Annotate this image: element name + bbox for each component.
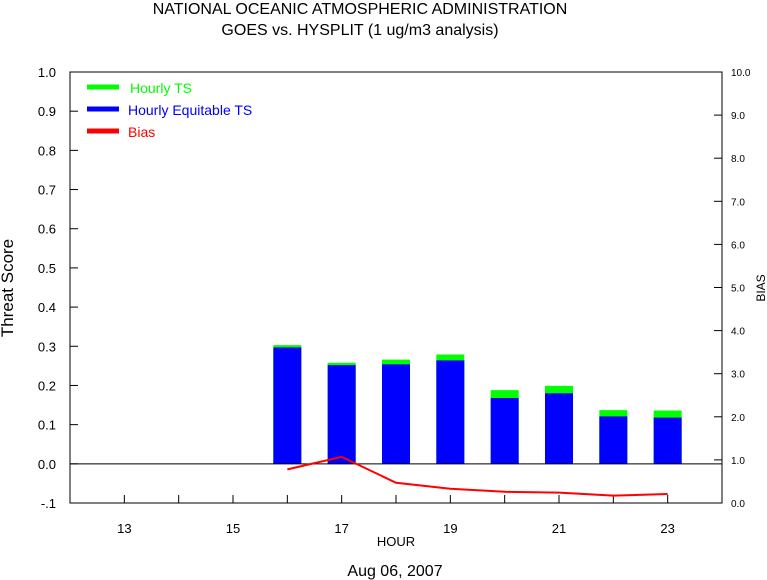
hourly-equitable-ts-bar	[436, 360, 465, 464]
x-axis-label: HOUR	[377, 534, 415, 549]
y-axis-label: Threat Score	[0, 239, 17, 337]
right-axis-ticks: 10.0 9.0 8.0 7.0 6.0 5.0 4.0 3.0 2.0 1.0 0.0	[714, 68, 751, 510]
y-tick-label: 0.7	[38, 183, 56, 198]
y-tick-label: 0.6	[38, 222, 56, 237]
y2-tick-label: 10.0	[731, 68, 751, 79]
hourly-equitable-ts-bar	[490, 397, 519, 464]
chart-subtitle: GOES vs. HYSPLIT (1 ug/m3 analysis)	[221, 22, 498, 39]
y2-tick-label: 5.0	[731, 284, 745, 295]
y2-tick-label: 6.0	[731, 240, 745, 251]
bias-line	[287, 455, 668, 497]
y-tick-label: 0.5	[38, 261, 56, 276]
y2-tick-label: 4.0	[731, 327, 745, 338]
y-tick-label: 0.9	[38, 104, 56, 119]
hourly-equitable-ts-bar	[273, 347, 302, 464]
hourly-equitable-ts-bar	[327, 365, 356, 464]
y2-axis-label: BIAS	[754, 274, 767, 301]
y-tick-label: 1.0	[38, 65, 56, 80]
y-tick-label: 0.0	[38, 457, 56, 472]
x-tick-label: 21	[552, 521, 566, 536]
chart-title: NATIONAL OCEANIC ATMOSPHERIC ADMINISTRAT…	[153, 1, 568, 18]
y-tick-label: 0.4	[38, 300, 56, 315]
y-tick-label: 0.8	[38, 143, 56, 158]
legend-label: Hourly TS	[130, 80, 192, 96]
legend: Hourly TS Hourly Equitable TS Bias	[87, 80, 252, 140]
y2-tick-label: 9.0	[731, 111, 745, 122]
y-tick-label: 0.1	[38, 418, 56, 433]
y2-tick-label: 1.0	[731, 456, 745, 467]
y-tick-label: 0.2	[38, 378, 56, 393]
x-tick-label: 17	[334, 521, 348, 536]
y2-tick-label: 7.0	[731, 197, 745, 208]
bar-group	[70, 345, 722, 465]
y-tick-label: -.1	[41, 496, 56, 511]
x-tick-label: 19	[443, 521, 457, 536]
hourly-equitable-ts-bar	[653, 417, 682, 464]
hourly-equitable-ts-bar	[599, 416, 628, 464]
y2-tick-label: 2.0	[731, 413, 745, 424]
legend-label: Hourly Equitable TS	[128, 102, 252, 118]
x-tick-label: 13	[117, 521, 131, 536]
x-tick-label: 23	[660, 521, 674, 536]
y2-tick-label: 0.0	[731, 499, 745, 510]
y-tick-label: 0.3	[38, 339, 56, 354]
hourly-equitable-ts-bar	[382, 364, 410, 464]
x-tick-label: 15	[226, 521, 240, 536]
y2-tick-label: 3.0	[731, 370, 745, 381]
date-label: Aug 06, 2007	[347, 563, 442, 580]
legend-label: Bias	[128, 124, 155, 140]
y2-tick-label: 8.0	[731, 154, 745, 165]
x-axis-ticks: 13 15 17 19 21 23	[117, 495, 675, 536]
left-axis-ticks: 1.0 0.9 0.8 0.7 0.6 0.5 0.4 0.3 0.2 0.1 0.0 -.1	[38, 65, 78, 511]
line-group	[287, 455, 668, 497]
hourly-equitable-ts-bar	[545, 393, 573, 464]
